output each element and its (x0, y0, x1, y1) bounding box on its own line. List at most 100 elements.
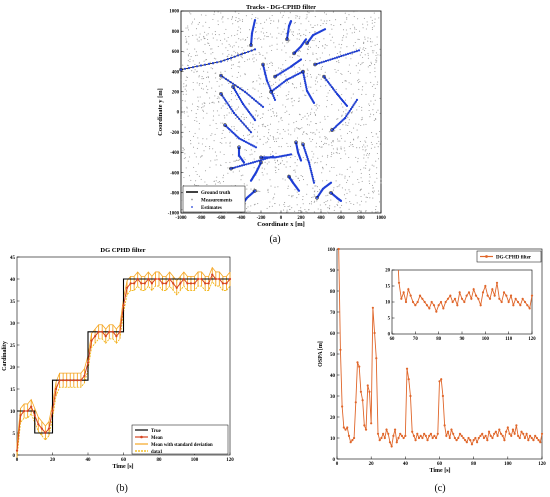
ospa-inset-point (505, 294, 508, 297)
measurement-point (341, 115, 343, 117)
measurement-point (376, 211, 378, 213)
measurement-point (322, 23, 324, 25)
measurement-point (372, 52, 374, 54)
measurement-point (285, 52, 287, 54)
measurement-point (374, 76, 376, 78)
measurement-point (360, 64, 362, 66)
measurement-point (259, 96, 261, 98)
measurement-point (360, 195, 362, 198)
mean-point (40, 427, 43, 430)
estimate-point (243, 90, 247, 93)
measurement-point (349, 28, 351, 30)
measurement-point (339, 129, 341, 131)
measurement-point (298, 67, 300, 69)
measurement-point (357, 18, 359, 20)
measurement-point (367, 157, 369, 159)
measurement-point (183, 149, 185, 151)
estimate-point (245, 92, 248, 95)
measurement-point (267, 188, 269, 190)
measurement-point (324, 118, 326, 120)
measurement-point (261, 124, 263, 126)
measurement-point (237, 53, 239, 55)
measurement-point (361, 89, 363, 91)
measurement-point (311, 150, 313, 152)
measurement-point (222, 21, 224, 23)
measurement-point (271, 205, 273, 207)
tracks-ytick-label: 600 (172, 50, 180, 55)
estimate-point (227, 104, 230, 107)
mean-point (37, 423, 40, 426)
measurement-point (272, 198, 274, 200)
estimate-point (351, 51, 354, 54)
mean-point (23, 409, 26, 413)
ospa-inset-point (402, 291, 405, 294)
measurement-point (284, 23, 286, 25)
measurement-point (302, 117, 304, 119)
measurement-point (247, 134, 249, 136)
measurement-point (231, 75, 233, 77)
measurement-point (245, 39, 247, 41)
ospa-point (462, 436, 465, 440)
measurement-point (324, 80, 326, 82)
measurement-point (183, 110, 185, 112)
measurement-point (207, 33, 209, 35)
tracks-legend: Ground truth Measurements Estimates (182, 185, 246, 213)
measurement-point (315, 45, 317, 47)
estimate-point (257, 159, 261, 162)
estimate-point (276, 85, 279, 89)
measurement-point (221, 84, 223, 86)
measurement-point (363, 154, 365, 156)
mean-point (47, 427, 51, 430)
measurement-point (282, 68, 284, 70)
measurement-point (344, 12, 346, 14)
measurement-point (241, 56, 243, 58)
tracks-xlabel: Coordinate x [m] (257, 221, 305, 228)
estimate-point (234, 113, 237, 116)
measurement-point (183, 176, 185, 179)
estimate-point (239, 138, 242, 141)
measurement-point (342, 29, 345, 31)
measurement-point (240, 116, 242, 118)
measurement-point (253, 167, 255, 169)
measurement-point (265, 83, 267, 85)
measurement-point (298, 49, 301, 52)
measurement-point (201, 103, 203, 105)
measurement-point (346, 33, 348, 35)
measurement-point (239, 93, 241, 95)
measurement-point (305, 29, 307, 31)
measurement-point (244, 73, 246, 75)
ospa-inset-point (423, 300, 426, 304)
measurement-point (296, 159, 299, 161)
measurement-point (231, 46, 234, 48)
mean-point (211, 273, 214, 276)
measurement-point (206, 138, 208, 140)
measurement-point (338, 62, 340, 64)
mean-point (150, 282, 153, 285)
ospa-xtick-label: 60 (437, 462, 443, 467)
ospa-point (380, 436, 383, 440)
measurement-point (198, 122, 200, 125)
measurement-point (315, 146, 317, 148)
ospa-point (511, 428, 515, 431)
measurement-point (282, 104, 284, 106)
estimate-point (240, 53, 243, 56)
measurement-point (341, 114, 343, 116)
measurement-point (340, 146, 342, 148)
measurement-point (216, 176, 218, 178)
measurement-point (376, 152, 378, 155)
measurement-point (299, 82, 302, 84)
track-start-marker (330, 128, 334, 133)
measurement-point (333, 24, 335, 27)
legend-measurements-swatch (191, 198, 193, 201)
measurement-point (322, 180, 324, 182)
measurement-point (210, 53, 212, 55)
measurement-point (303, 33, 305, 35)
tracks-title: Tracks - DG-CPHD filter (246, 4, 316, 11)
measurement-point (298, 38, 300, 40)
tracks-xtick-label: -200 (257, 216, 266, 221)
measurement-point (347, 116, 349, 118)
measurement-point (258, 74, 260, 76)
estimate-point (305, 154, 308, 157)
measurement-point (314, 185, 316, 187)
estimate-point (320, 61, 323, 64)
